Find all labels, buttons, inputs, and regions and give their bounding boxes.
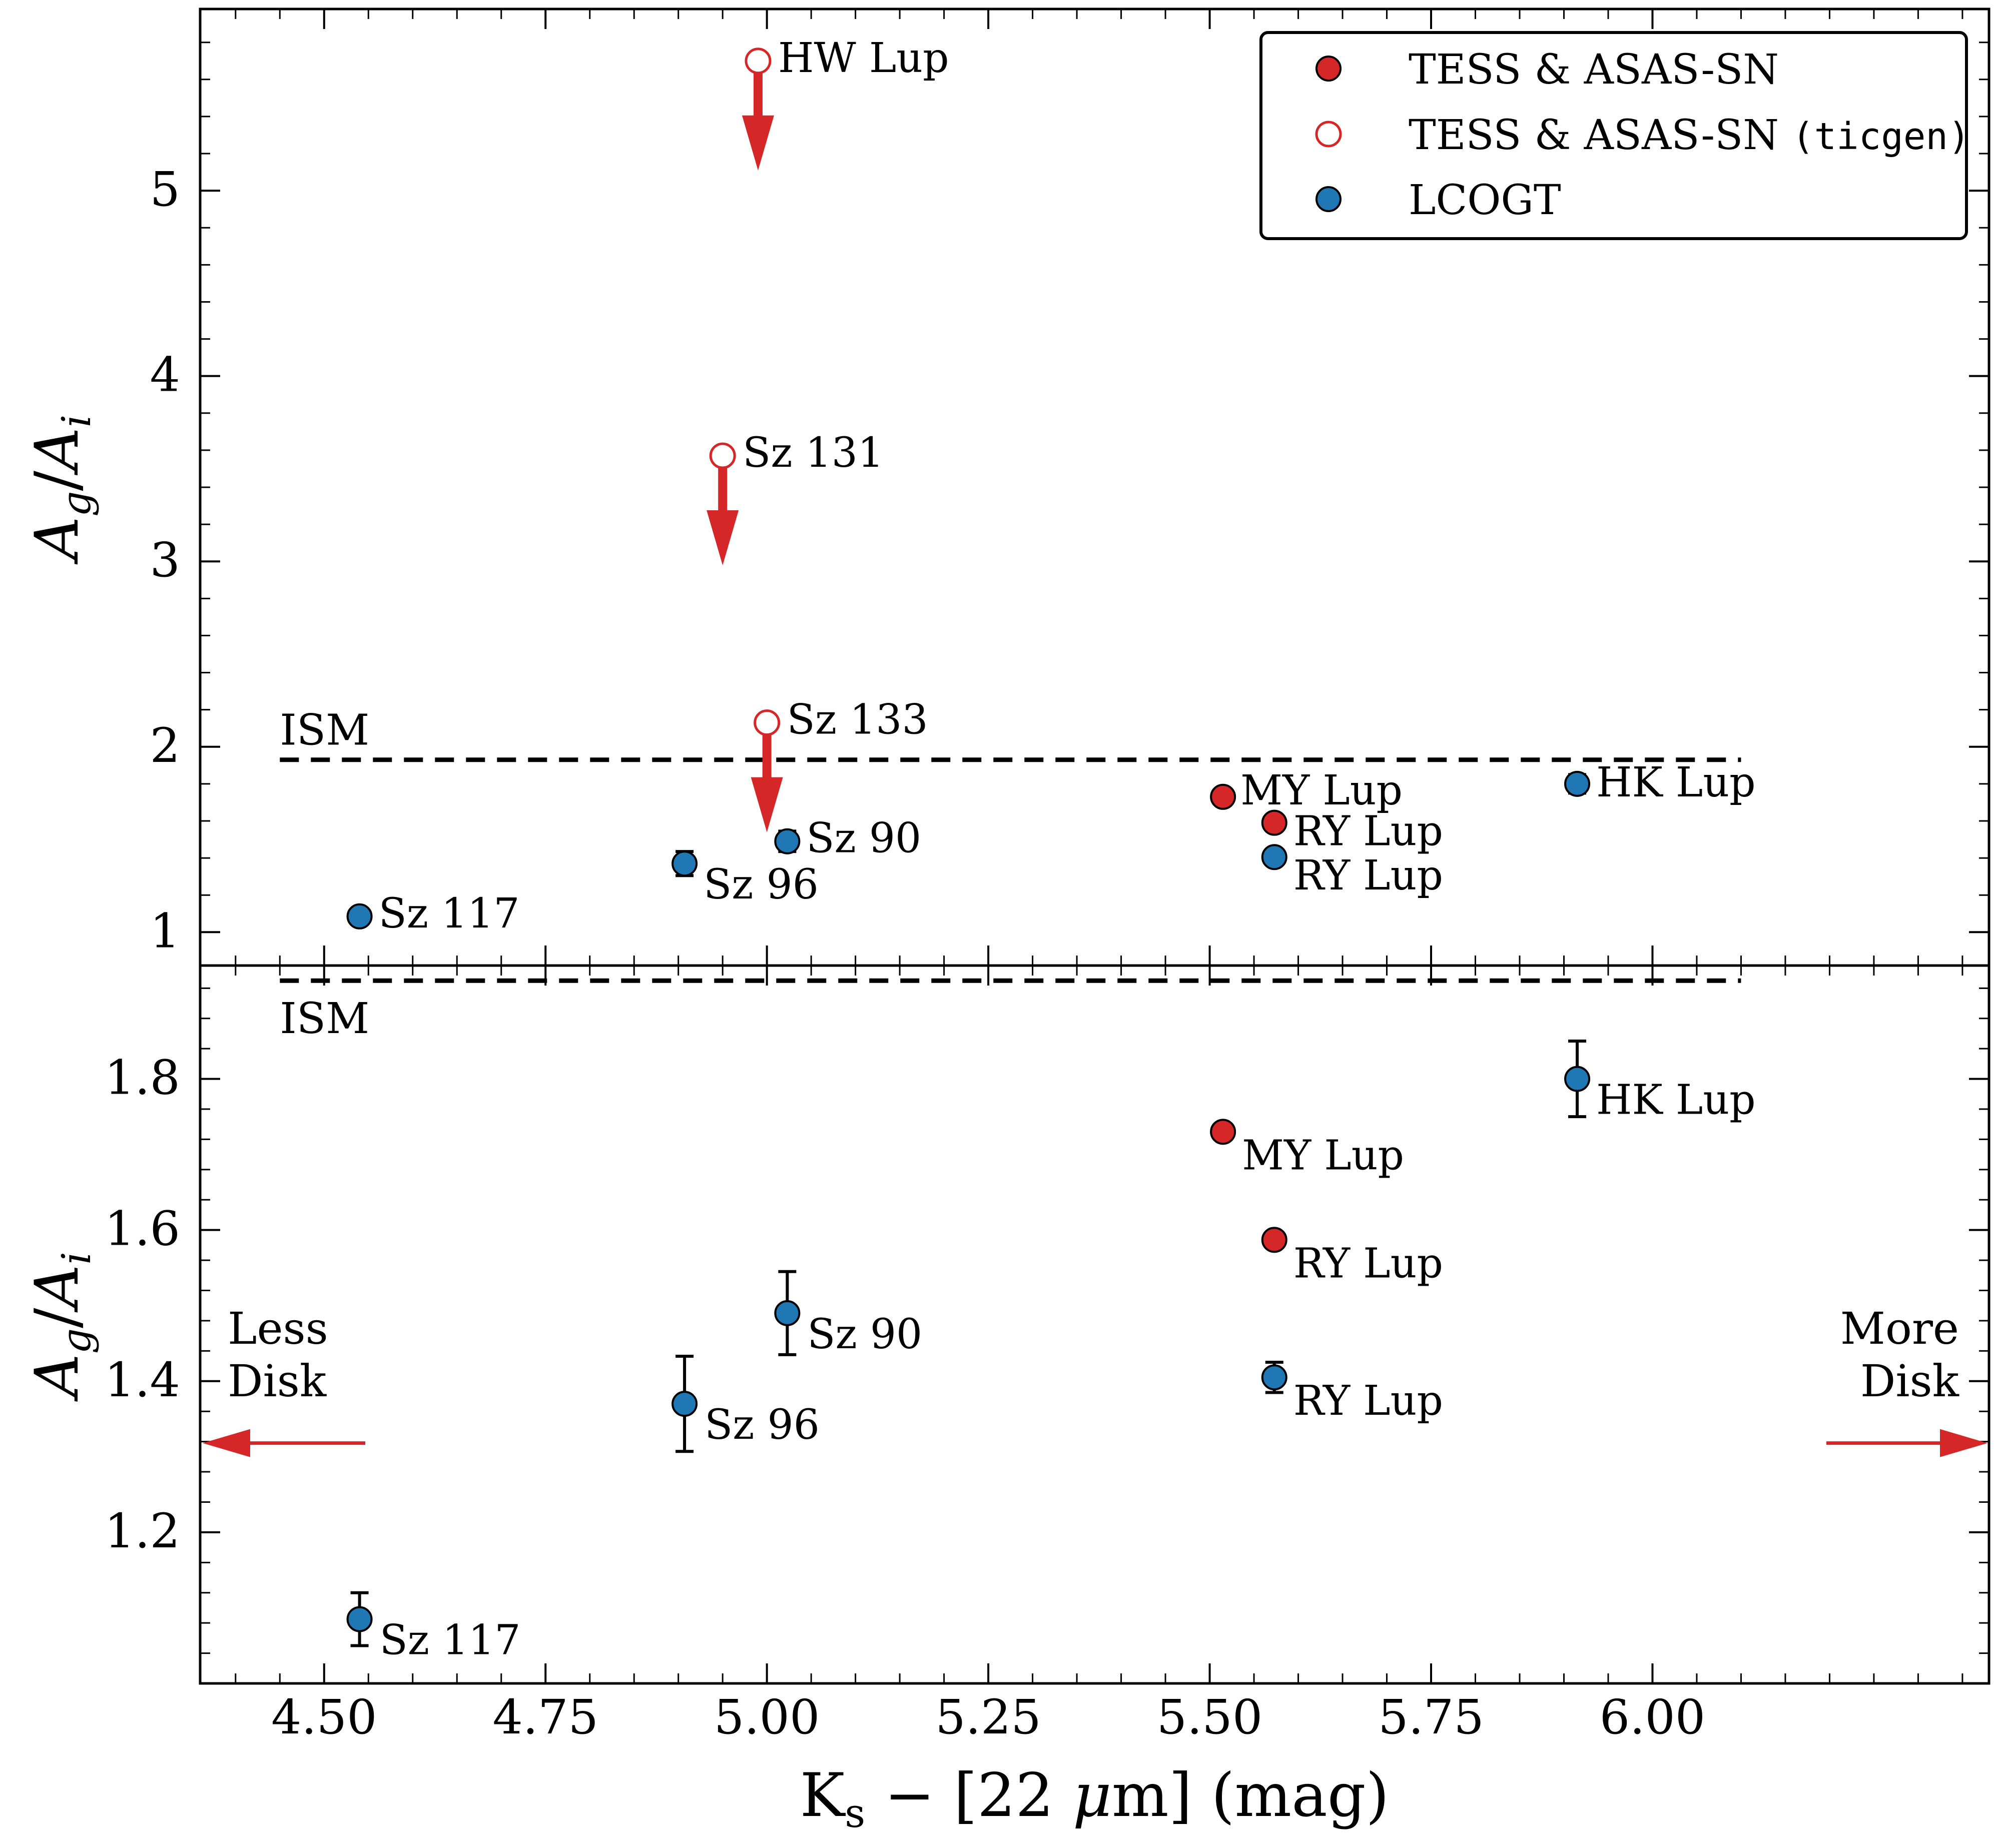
legend-marker [1315, 121, 1342, 148]
data-point [774, 1300, 801, 1326]
y-tick-label: 1.2 [105, 1504, 180, 1559]
x-tick-label: 5.25 [935, 1690, 1041, 1745]
plot-frame [199, 964, 1990, 1685]
ism-label: ISM [280, 994, 369, 1044]
legend-label: LCOGT [1409, 177, 1561, 224]
data-label: Sz 131 [743, 429, 884, 477]
x-tick-label: 5.75 [1378, 1690, 1484, 1745]
data-label: RY Lup [1293, 1240, 1443, 1287]
data-label: HW Lup [778, 35, 949, 82]
more-disk-label: More [1840, 1303, 1959, 1354]
x-axis: 4.50 4.75 5.00 5.25 5.50 5.75 6.00 Ks − [22 μm]… [271, 1690, 1705, 1836]
y-axis-label: Ag/Ai [23, 415, 100, 565]
data-label: Sz 96 [704, 861, 819, 908]
x-tick-label: 4.75 [492, 1690, 598, 1745]
legend-marker [1315, 186, 1342, 212]
data-label: MY Lup [1242, 1132, 1404, 1179]
data-label: HK Lup [1596, 759, 1756, 806]
data-point-open [754, 709, 781, 736]
data-label: Sz 90 [806, 815, 921, 862]
data-point [1261, 1227, 1287, 1253]
data-point-open [709, 442, 736, 469]
data-label: Sz 96 [705, 1401, 820, 1449]
upper-limit-arrow-shaft [753, 73, 763, 118]
x-tick-label: 5.00 [714, 1690, 820, 1745]
data-point [1261, 1364, 1287, 1391]
data-point [1261, 809, 1287, 836]
data-point [346, 903, 373, 930]
data-label: HK Lup [1596, 1077, 1756, 1124]
y-tick-label: 1.4 [105, 1353, 180, 1408]
data-label: Sz 117 [379, 890, 520, 938]
y-tick-label: 1 [150, 903, 180, 959]
data-point [1261, 844, 1287, 870]
data-label: RY Lup [1293, 1377, 1443, 1425]
legend-label: TESS & ASAS-SN [1409, 46, 1779, 94]
x-tick-label: 5.50 [1157, 1690, 1263, 1745]
y-tick-label: 2 [150, 718, 180, 773]
y-tick-label: 4 [150, 348, 180, 403]
data-point [774, 828, 801, 854]
x-tick-label: 6.00 [1600, 1690, 1706, 1745]
less-disk-label: Less [228, 1303, 328, 1354]
data-label: Sz 133 [787, 696, 928, 744]
upper-limit-arrow-head [707, 510, 739, 566]
y-tick-label: 1.8 [105, 1051, 180, 1106]
data-label: Sz 90 [807, 1311, 922, 1358]
legend-marker [1315, 56, 1342, 82]
data-point-open [745, 48, 772, 75]
upper-limit-arrow-shaft [762, 734, 772, 780]
more-disk-arrow-head [1940, 1429, 1987, 1457]
legend-label: TESS & ASAS-SN (ticgen) [1409, 112, 1970, 159]
upper-limit-arrow-head [742, 115, 774, 171]
less-disk-arrow-head [203, 1429, 250, 1457]
data-point [346, 1606, 373, 1632]
data-label: MY Lup [1240, 767, 1403, 814]
data-label: RY Lup [1293, 808, 1443, 855]
upper-limit-arrow-shaft [718, 468, 728, 513]
legend: TESS & ASAS-SN TESS & ASAS-SN (ticgen) LCO… [1259, 31, 1970, 240]
data-point [1210, 1119, 1236, 1145]
bottom-panel: 1.2 1.4 1.6 1.8 Ag/Ai ISM MY Lup RY Lup Sz 117 Sz… [23, 964, 1990, 1685]
y-tick-label: 5 [150, 162, 180, 217]
y-tick-label: 3 [150, 533, 180, 588]
more-disk-label: Disk [1860, 1355, 1959, 1407]
y-tick-label: 1.6 [105, 1202, 180, 1257]
x-tick-label: 4.50 [271, 1690, 377, 1745]
data-point [1564, 1066, 1591, 1092]
data-point [1564, 770, 1591, 797]
ism-label: ISM [280, 706, 369, 755]
x-axis-label: Ks − [22 μm] (mag) [800, 1761, 1390, 1836]
upper-limit-arrow-head [751, 777, 783, 832]
data-point [672, 850, 698, 877]
legend-frame [1259, 31, 1968, 240]
data-label: RY Lup [1293, 852, 1443, 899]
y-axis-label: Ag/Ai [23, 1252, 100, 1402]
data-point [672, 1391, 698, 1417]
data-label: Sz 117 [380, 1617, 521, 1664]
less-disk-label: Disk [228, 1355, 327, 1407]
data-point [1210, 783, 1236, 810]
